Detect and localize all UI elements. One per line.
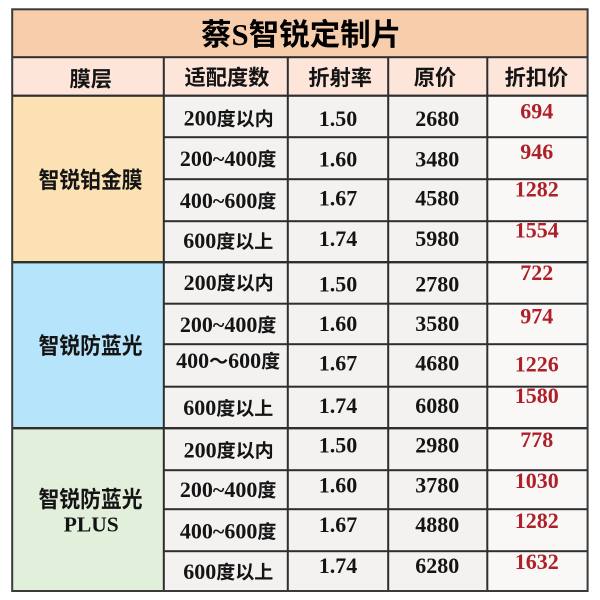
svg-text:1.67: 1.67 bbox=[319, 512, 358, 537]
svg-text:6280: 6280 bbox=[415, 553, 459, 578]
svg-text:1.50: 1.50 bbox=[319, 433, 358, 458]
svg-text:3780: 3780 bbox=[415, 472, 459, 497]
svg-text:974: 974 bbox=[520, 303, 553, 328]
svg-text:4680: 4680 bbox=[415, 351, 459, 376]
svg-text:1.60: 1.60 bbox=[319, 472, 358, 497]
svg-text:200~400: 200~400 bbox=[180, 477, 257, 502]
svg-text:PLUS: PLUS bbox=[64, 513, 119, 537]
svg-text:2980: 2980 bbox=[415, 433, 459, 458]
svg-text:S: S bbox=[232, 18, 249, 52]
svg-text:1030: 1030 bbox=[515, 468, 559, 493]
svg-text:778: 778 bbox=[520, 427, 553, 452]
svg-text:3580: 3580 bbox=[415, 311, 459, 336]
svg-text:722: 722 bbox=[520, 260, 553, 285]
svg-text:5980: 5980 bbox=[415, 226, 459, 251]
svg-text:1282: 1282 bbox=[515, 176, 559, 201]
svg-text:600: 600 bbox=[228, 348, 261, 373]
svg-text:200~400: 200~400 bbox=[180, 146, 257, 171]
svg-text:946: 946 bbox=[520, 139, 553, 164]
svg-text:1.50: 1.50 bbox=[319, 271, 358, 296]
svg-text:400~600: 400~600 bbox=[180, 188, 257, 213]
svg-text:1554: 1554 bbox=[515, 217, 559, 242]
svg-text:1.67: 1.67 bbox=[319, 351, 358, 376]
svg-text:2780: 2780 bbox=[415, 271, 459, 296]
svg-text:600: 600 bbox=[183, 395, 216, 420]
svg-text:694: 694 bbox=[520, 98, 553, 123]
svg-text:6080: 6080 bbox=[415, 393, 459, 418]
svg-text:1226: 1226 bbox=[515, 352, 559, 377]
svg-text:4880: 4880 bbox=[415, 512, 459, 537]
svg-text:1.60: 1.60 bbox=[319, 146, 358, 171]
svg-text:200: 200 bbox=[184, 270, 217, 295]
svg-text:1.67: 1.67 bbox=[319, 186, 358, 211]
svg-text:200: 200 bbox=[184, 106, 217, 131]
svg-text:200~400: 200~400 bbox=[180, 312, 257, 337]
svg-text:1580: 1580 bbox=[515, 383, 559, 408]
svg-text:1.74: 1.74 bbox=[319, 393, 358, 418]
svg-text:400: 400 bbox=[176, 348, 209, 373]
svg-text:2680: 2680 bbox=[415, 106, 459, 131]
svg-text:1.60: 1.60 bbox=[319, 311, 358, 336]
svg-text:4580: 4580 bbox=[415, 186, 459, 211]
svg-text:600: 600 bbox=[183, 228, 216, 253]
svg-text:1282: 1282 bbox=[515, 508, 559, 533]
svg-text:1632: 1632 bbox=[515, 549, 559, 574]
svg-text:1.74: 1.74 bbox=[319, 226, 358, 251]
svg-text:1.74: 1.74 bbox=[319, 553, 358, 578]
svg-text:200: 200 bbox=[184, 437, 217, 462]
svg-text:600: 600 bbox=[183, 559, 216, 584]
svg-text:3480: 3480 bbox=[415, 146, 459, 171]
svg-text:400~600: 400~600 bbox=[180, 518, 257, 543]
svg-text:1.50: 1.50 bbox=[319, 106, 358, 131]
